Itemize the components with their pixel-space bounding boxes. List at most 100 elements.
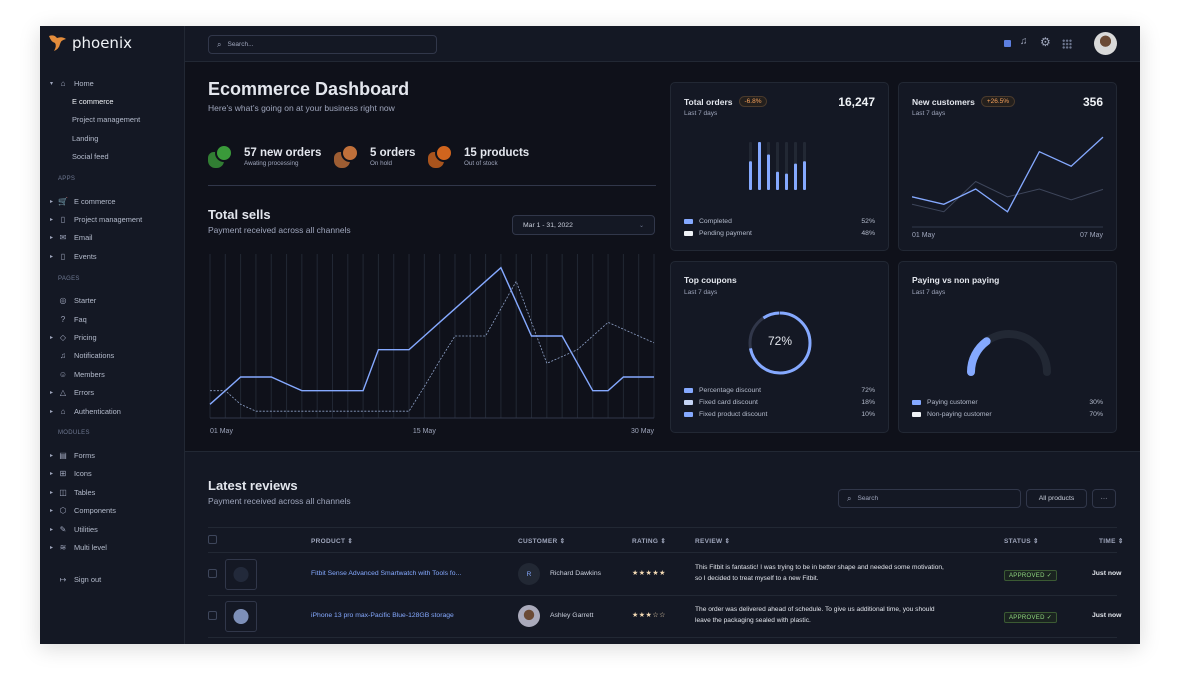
column-header-review[interactable]: REVIEW ⇕ <box>695 538 731 545</box>
faq-icon: ? <box>60 314 66 324</box>
page-subtitle: Here’s what’s going on at your business … <box>208 103 395 113</box>
legend-item: Percentage discount 72% <box>684 387 875 394</box>
stat-label: Awating processing <box>244 160 299 167</box>
stat-icon <box>208 144 236 170</box>
column-header-product[interactable]: PRODUCT ⇕ <box>311 538 354 545</box>
caret-icon: ▸ <box>50 253 54 260</box>
x-tick-label: 07 May <box>1080 232 1103 239</box>
column-header-rating[interactable]: RATING ⇕ <box>632 538 667 545</box>
total-sells-subtitle: Payment received across all channels <box>208 225 351 235</box>
sidebar-item-e-commerce[interactable]: E commerce <box>40 92 185 110</box>
sidebar-item-members[interactable]: ☺ Members <box>40 365 185 383</box>
e-commerce-icon: 🛒 <box>58 196 68 206</box>
x-tick-label: 15 May <box>413 428 436 435</box>
review-text: so I decided to treat myself to a new Fi… <box>695 575 819 582</box>
legend-label: Pending payment <box>699 230 752 237</box>
apps-grid-icon[interactable] <box>1062 39 1072 49</box>
sidebar-item-components[interactable]: ▸ ⬡ Components <box>40 501 185 519</box>
column-header-time[interactable]: TIME ⇕ <box>1099 538 1124 545</box>
column-header-status[interactable]: STATUS ⇕ <box>1004 538 1039 545</box>
legend-item: Fixed card discount 18% <box>684 399 875 406</box>
bar <box>794 163 797 190</box>
sidebar-item-home[interactable]: ▾ ⌂ Home <box>40 74 185 92</box>
column-header-customer[interactable]: CUSTOMER ⇕ <box>518 538 566 545</box>
sidebar-item-errors[interactable]: ▸ △ Errors <box>40 383 185 401</box>
sidebar-item-icons[interactable]: ▸ ⊞ Icons <box>40 465 185 483</box>
bar <box>803 161 806 190</box>
sidebar-item-tables[interactable]: ▸ ◫ Tables <box>40 483 185 501</box>
reviews-search-input[interactable]: ⌕ Search <box>838 489 1021 508</box>
all-products-button[interactable]: All products <box>1026 489 1087 508</box>
sidebar-item-label: Utilities <box>74 524 98 534</box>
sidebar-item-authentication[interactable]: ▸ ⌂ Authentication <box>40 402 185 420</box>
change-badge: -6.8% <box>738 96 768 107</box>
sidebar-item-faq[interactable]: ? Faq <box>40 310 185 328</box>
caret-icon: ▸ <box>50 452 54 459</box>
status-badge: APPROVED ✓ <box>1004 570 1058 581</box>
gauge-fill <box>967 337 991 376</box>
sidebar-item-label: Errors <box>74 388 95 398</box>
authentication-icon: ⌂ <box>60 406 66 416</box>
card-subtitle: Last 7 days <box>912 110 946 117</box>
new-customers-chart: 01 May 07 May <box>912 136 1103 239</box>
sidebar-item-label: Authentication <box>74 406 121 416</box>
legend-label: Non-paying customer <box>927 411 992 418</box>
select-all-checkbox[interactable] <box>208 535 217 544</box>
sidebar-item-email[interactable]: ▸ ✉ Email <box>40 229 185 247</box>
sidebar-item-landing[interactable]: Landing <box>40 129 185 147</box>
product-link[interactable]: Fitbit Sense Advanced Smartwatch with To… <box>311 570 462 577</box>
sidebar-item-sign-out[interactable]: ↦ Sign out <box>40 571 185 589</box>
sidebar-item-social-feed[interactable]: Social feed <box>40 148 185 166</box>
sidebar-item-label: E commerce <box>74 196 116 206</box>
date-range-select[interactable]: Mar 1 - 31, 2022 ⌄ <box>512 215 655 235</box>
sidebar-item-multi-level[interactable]: ▸ ≋ Multi level <box>40 538 185 556</box>
user-avatar[interactable] <box>1094 32 1117 55</box>
sidebar-item-project-management[interactable]: Project management <box>40 111 185 129</box>
global-search-input[interactable]: ⌕ Search... <box>208 35 437 54</box>
legend-value: 52% <box>861 218 875 225</box>
coupons-donut-chart <box>748 311 812 375</box>
app-window: phoenix ▾ ⌂ Home E commerce Project manageme… <box>40 26 1140 644</box>
stat-value: 15 products <box>464 147 530 159</box>
sidebar-item-label: Project management <box>74 215 143 225</box>
sidebar-item-label: Members <box>74 369 105 379</box>
more-options-button[interactable]: ··· <box>1092 489 1116 508</box>
total-orders-card: Total orders -6.8% 16,247 Last 7 days Com… <box>670 82 889 251</box>
brand-logo[interactable]: phoenix <box>48 34 132 52</box>
bell-icon[interactable]: ♫ <box>1020 36 1028 47</box>
sidebar-item-label: Tables <box>74 487 96 497</box>
row-checkbox[interactable] <box>208 569 217 578</box>
icon-circle <box>435 144 453 162</box>
series-line-dashed <box>210 280 655 412</box>
review-text: The order was delivered ahead of schedul… <box>695 606 935 613</box>
sidebar-item-forms[interactable]: ▸ ▤ Forms <box>40 446 185 464</box>
card-title: Total orders <box>684 96 733 107</box>
product-link[interactable]: iPhone 13 pro max-Pacific Blue-128GB sto… <box>311 612 454 619</box>
legend-swatch <box>684 388 693 393</box>
reviews-title: Latest reviews <box>208 478 298 493</box>
multi-level-icon: ≋ <box>59 542 67 552</box>
rating-stars: ★★★★★ <box>632 570 666 577</box>
legend-label: Fixed product discount <box>699 411 768 418</box>
search-icon: ⌕ <box>217 39 222 49</box>
sidebar-item-label: Social feed <box>72 152 109 162</box>
sidebar-item-pricing[interactable]: ▸ ◇ Pricing <box>40 328 185 346</box>
sidebar-item-project-management[interactable]: ▸ ▯ Project management <box>40 210 185 228</box>
gear-icon[interactable]: ⚙ <box>1040 35 1051 49</box>
row-checkbox[interactable] <box>208 611 217 620</box>
theme-toggle-icon[interactable] <box>1004 40 1011 47</box>
topbar: ⌕ Search... ♫ ⚙ <box>185 26 1140 62</box>
sidebar-item-e-commerce[interactable]: ▸ 🛒 E commerce <box>40 192 185 210</box>
card-title: New customers <box>912 96 975 107</box>
card-subtitle: Last 7 days <box>684 110 718 117</box>
sidebar-item-label: Components <box>74 506 116 516</box>
sidebar-item-starter[interactable]: ◎ Starter <box>40 292 185 310</box>
sidebar-item-utilities[interactable]: ▸ ✎ Utilities <box>40 520 185 538</box>
sidebar-item-notifications[interactable]: ♫ Notifications <box>40 347 185 365</box>
caret-icon: ▸ <box>50 408 54 415</box>
legend-label: Fixed card discount <box>699 399 758 406</box>
email-icon: ✉ <box>59 233 67 243</box>
card-subtitle: Last 7 days <box>684 289 718 296</box>
sidebar-item-label: Landing <box>72 133 99 143</box>
sidebar-item-events[interactable]: ▸ ▯ Events <box>40 247 185 265</box>
